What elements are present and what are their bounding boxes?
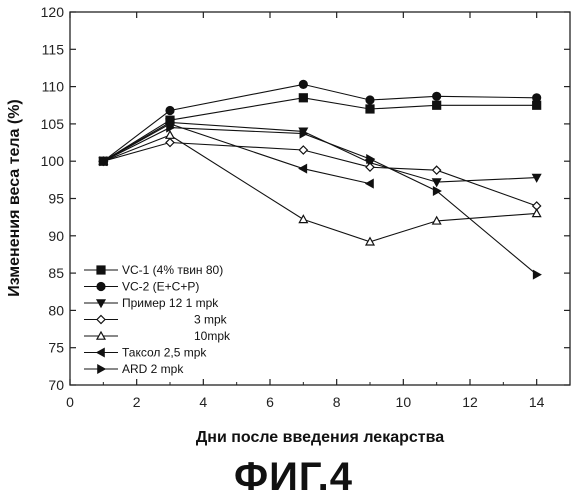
legend-label: 3 mpk — [194, 313, 228, 327]
legend-label: ARD 2 mpk — [122, 362, 184, 376]
legend-item: 3 mpk — [84, 313, 228, 327]
legend: VC-1 (4% твин 80) VC-2 (E+C+P) Пример 12 1… — [84, 263, 231, 376]
series-line — [103, 143, 536, 207]
legend-item: Пример 12 1 mpk — [84, 296, 219, 310]
y-tick-label: 95 — [48, 191, 64, 207]
x-tick-label: 12 — [462, 394, 478, 410]
legend-marker — [97, 266, 105, 274]
legend-marker — [97, 349, 104, 357]
series-layer — [99, 80, 540, 278]
x-tick-label: 2 — [133, 394, 141, 410]
x-tick-label: 6 — [266, 394, 274, 410]
data-point — [366, 163, 374, 171]
plot-frame — [70, 12, 570, 385]
x-tick-label: 10 — [396, 394, 412, 410]
series-5 — [99, 131, 540, 245]
data-point — [433, 166, 441, 174]
legend-marker — [97, 283, 105, 291]
data-point — [433, 101, 441, 109]
legend-item: 10mpk — [84, 329, 231, 343]
y-axis-title: Изменения веса тела (%) — [6, 99, 23, 297]
data-point — [366, 105, 374, 113]
y-tick-label: 100 — [41, 153, 65, 169]
legend-label: VC-1 (4% твин 80) — [122, 263, 223, 277]
x-tick-label: 14 — [529, 394, 545, 410]
data-point — [299, 94, 307, 102]
legend-marker — [98, 365, 105, 373]
data-point — [366, 180, 373, 188]
data-point — [166, 106, 174, 114]
data-point — [299, 80, 307, 88]
y-tick-label: 115 — [42, 41, 65, 57]
legend-item: VC-1 (4% твин 80) — [84, 263, 223, 277]
chart-figure: 02468101214 707580859095100105110115120 … — [0, 0, 587, 455]
y-axis: 70 75 80 85 90 95 100 105 110 115 120 — [41, 4, 570, 393]
legend-label: Таксол 2,5 mpk — [122, 346, 207, 360]
data-point — [533, 209, 541, 216]
y-tick-label: 105 — [41, 116, 65, 132]
plot-area-border — [70, 12, 570, 385]
y-tick-label: 120 — [41, 4, 65, 20]
legend-item: VC-2 (E+C+P) — [84, 280, 199, 294]
series-7 — [100, 124, 541, 279]
data-point — [299, 165, 306, 173]
y-tick-label: 70 — [48, 377, 64, 393]
y-tick-label: 90 — [48, 228, 64, 244]
y-tick-label: 110 — [42, 79, 65, 95]
series-4 — [99, 139, 540, 210]
series-line — [103, 135, 536, 242]
y-tick-label: 75 — [48, 340, 64, 356]
x-tick-label: 0 — [66, 394, 74, 410]
data-point — [533, 271, 540, 279]
y-tick-label: 80 — [48, 302, 64, 318]
series-line — [103, 128, 536, 275]
data-point — [366, 96, 374, 104]
legend-item: Таксол 2,5 mpk — [84, 346, 207, 360]
data-point — [533, 94, 541, 102]
figure-caption: ФИГ.4 — [0, 455, 587, 500]
legend-item: ARD 2 mpk — [84, 362, 184, 376]
data-point — [166, 131, 174, 138]
y-tick-label: 85 — [48, 265, 64, 281]
data-point — [433, 92, 441, 100]
legend-label: Пример 12 1 mpk — [122, 296, 219, 310]
data-point — [299, 215, 307, 222]
data-point — [166, 139, 174, 147]
x-axis-title: Дни после введения лекарства — [196, 429, 444, 446]
legend-marker — [97, 316, 105, 324]
data-point — [533, 101, 541, 109]
data-point — [299, 146, 307, 154]
legend-label: VC-2 (E+C+P) — [122, 280, 199, 294]
x-tick-label: 8 — [333, 394, 341, 410]
x-tick-label: 4 — [199, 394, 207, 410]
legend-label: 10mpk — [194, 329, 231, 343]
series-line — [103, 124, 370, 184]
